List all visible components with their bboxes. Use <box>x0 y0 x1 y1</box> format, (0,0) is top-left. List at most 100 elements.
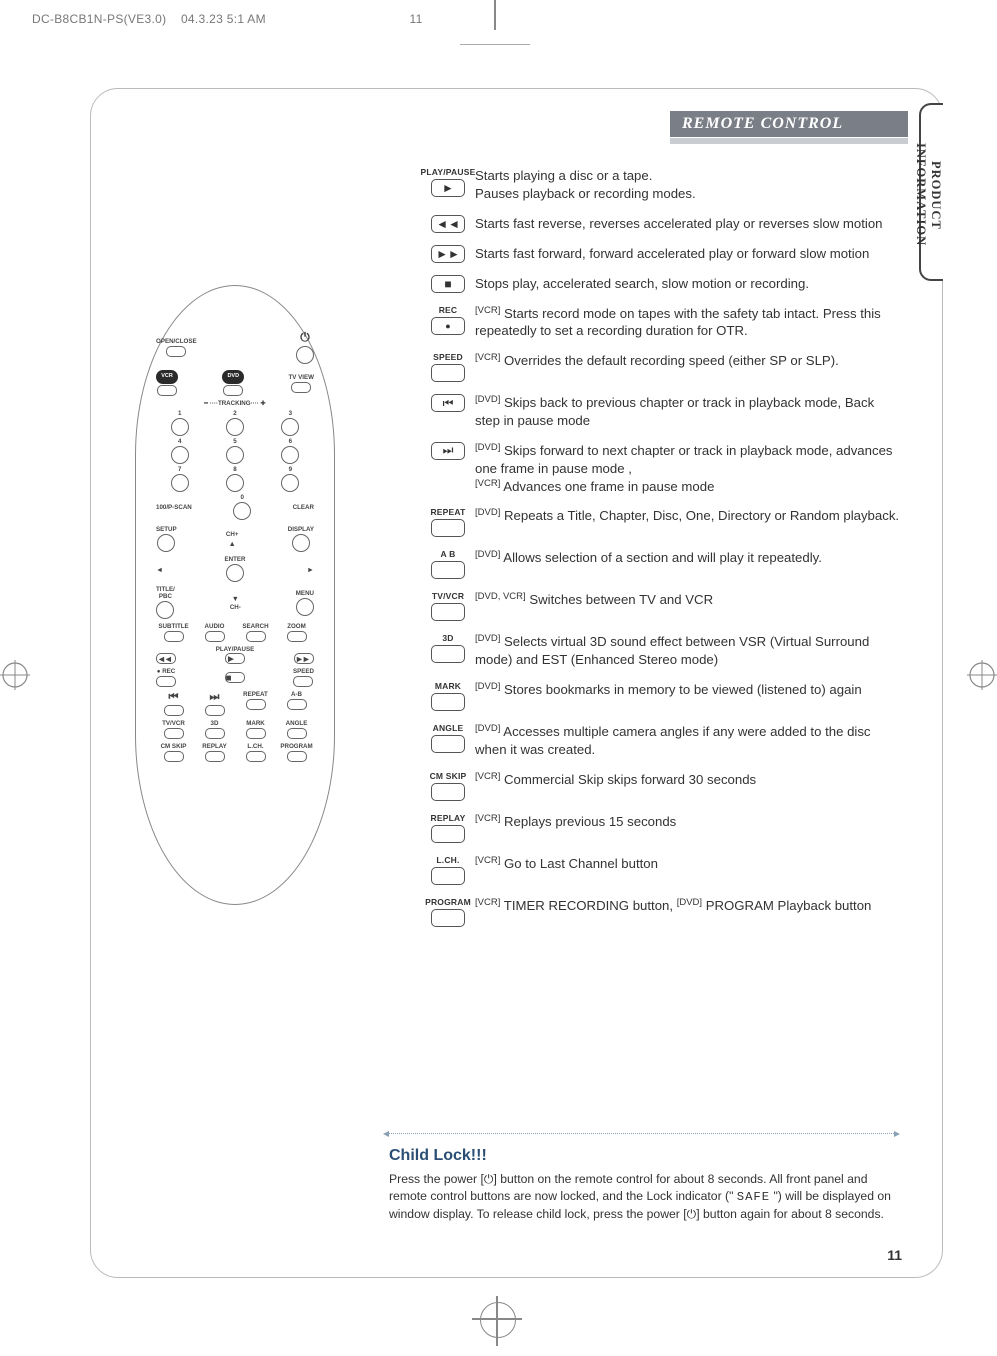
doc-timestamp: 04.3.23 5:1 AM <box>181 12 266 26</box>
function-description: [VCR] Commercial Skip skips forward 30 s… <box>475 771 902 789</box>
function-description: [DVD] Stores bookmarks in memory to be v… <box>475 681 902 699</box>
remote-label: ZOOM <box>287 623 306 630</box>
function-row: ⏮[DVD] Skips back to previous chapter or… <box>421 394 902 430</box>
function-key-label: A B <box>441 549 456 559</box>
function-row: 3D [DVD] Selects virtual 3D sound effect … <box>421 633 902 669</box>
function-list: PLAY/PAUSE►Starts playing a disc or a ta… <box>421 167 902 939</box>
function-row: A B [DVD] Allows selection of a section a… <box>421 549 902 579</box>
function-row: REPEAT[DVD] Repeats a Title, Chapter, Di… <box>421 507 902 537</box>
function-description: [DVD] Accesses multiple camera angles if… <box>475 723 902 759</box>
function-key-icon: ◄◄ <box>421 215 475 233</box>
remote-label: SUBTITLE <box>158 623 188 630</box>
function-key-icon: ⏭ <box>421 442 475 460</box>
function-key-shape <box>431 645 465 663</box>
remote-label: SEARCH <box>242 623 268 630</box>
function-key-label: MARK <box>435 681 461 691</box>
function-key-shape: ◄◄ <box>431 215 465 233</box>
function-description: [VCR] Starts record mode on tapes with t… <box>475 305 902 341</box>
function-key-icon: 3D <box>421 633 475 663</box>
print-header: DC-B8CB1N-PS(VE3.0) 04.3.23 5:1 AM 11 <box>32 12 423 26</box>
remote-label: PROGRAM <box>280 743 312 750</box>
remote-label: REPEAT <box>243 691 268 698</box>
function-description: [VCR] Overrides the default recording sp… <box>475 352 902 370</box>
remote-num: 5 <box>233 438 236 445</box>
function-key-icon: PROGRAM <box>421 897 475 927</box>
function-key-icon: ■ <box>421 275 475 293</box>
register-mark-right <box>967 660 997 690</box>
function-key-icon: CM SKIP <box>421 771 475 801</box>
function-key-label: ANGLE <box>433 723 464 733</box>
remote-label-vcr: VCR <box>156 370 178 384</box>
function-row: SPEED [VCR] Overrides the default recordi… <box>421 352 902 382</box>
remote-label-menu: MENU <box>296 590 314 597</box>
function-key-label: REC <box>439 305 458 315</box>
remote-num: 6 <box>289 438 292 445</box>
remote-label-tracking: TRACKING <box>218 400 251 407</box>
function-description: Starts fast reverse, reverses accelerate… <box>475 215 902 233</box>
function-key-icon: ⏮ <box>421 394 475 412</box>
function-row: MARK [DVD] Stores bookmarks in memory to … <box>421 681 902 711</box>
function-key-shape <box>431 693 465 711</box>
remote-diagram: OPEN/CLOSE VCR DVD TV VIEW ━ ····TRACKIN… <box>125 285 345 935</box>
function-key-icon: REC● <box>421 305 475 335</box>
remote-label: REC <box>162 668 175 675</box>
remote-label: L.CH. <box>247 743 263 750</box>
function-key-label: CM SKIP <box>430 771 467 781</box>
remote-num: 3 <box>289 410 292 417</box>
function-key-label: L.CH. <box>436 855 459 865</box>
page-number: 11 <box>887 1247 902 1263</box>
remote-label: SPEED <box>293 668 314 675</box>
remote-label-enter: ENTER <box>225 556 246 563</box>
function-key-shape <box>431 603 465 621</box>
function-key-icon: ANGLE <box>421 723 475 753</box>
header-page-num: 11 <box>410 12 423 26</box>
remote-num: 8 <box>233 466 236 473</box>
function-row: L.CH. [VCR] Go to Last Channel button <box>421 855 902 885</box>
function-key-label: PLAY/PAUSE <box>421 167 476 177</box>
remote-label-chp: CH+ <box>226 531 239 538</box>
function-key-shape <box>431 735 465 753</box>
function-key-label: PROGRAM <box>425 897 471 907</box>
remote-label: A-B <box>291 691 302 698</box>
function-description: [DVD] Allows selection of a section and … <box>475 549 902 567</box>
function-key-icon: MARK <box>421 681 475 711</box>
function-key-icon: REPLAY <box>421 813 475 843</box>
function-key-label: SPEED <box>433 352 463 362</box>
function-key-icon: L.CH. <box>421 855 475 885</box>
function-key-icon: A B <box>421 549 475 579</box>
function-row: ANGLE [DVD] Accesses multiple camera angl… <box>421 723 902 759</box>
function-description: [DVD] Selects virtual 3D sound effect be… <box>475 633 902 669</box>
function-description: [DVD, VCR] Switches between TV and VCR <box>475 591 902 609</box>
remote-num: 2 <box>233 410 236 417</box>
function-key-shape <box>431 867 465 885</box>
power-icon <box>300 330 310 345</box>
doc-id: DC-B8CB1N-PS(VE3.0) <box>32 12 166 26</box>
remote-label: ANGLE <box>286 720 308 727</box>
remote-label-openclose: OPEN/CLOSE <box>156 338 197 345</box>
function-key-shape <box>431 909 465 927</box>
function-key-label: TV/VCR <box>432 591 464 601</box>
function-row: ■Stops play, accelerated search, slow mo… <box>421 275 902 293</box>
function-description: [DVD] Skips forward to next chapter or t… <box>475 442 902 495</box>
function-key-shape <box>431 364 465 382</box>
remote-label-setup: SETUP <box>156 526 177 533</box>
function-description: [DVD] Skips back to previous chapter or … <box>475 394 902 430</box>
function-row: REC●[VCR] Starts record mode on tapes wi… <box>421 305 902 341</box>
remote-label: 3D <box>211 720 219 727</box>
remote-label-display: DISPLAY <box>288 526 314 533</box>
register-mark-left <box>0 660 30 690</box>
function-key-icon: REPEAT <box>421 507 475 537</box>
function-row: ⏭[DVD] Skips forward to next chapter or … <box>421 442 902 495</box>
child-lock-heading: Child Lock!!! <box>389 1147 894 1165</box>
chapter-title: REMOTE CONTROL <box>682 115 843 132</box>
function-key-label: REPLAY <box>431 813 466 823</box>
function-key-label: 3D <box>442 633 453 643</box>
chapter-banner: REMOTE CONTROL <box>670 111 908 144</box>
remote-label: MARK <box>246 720 265 727</box>
crop-mark-bottom <box>478 1296 518 1346</box>
section-tab: PRODUCT INFORMATION <box>919 103 943 281</box>
function-description: [VCR] Go to Last Channel button <box>475 855 902 873</box>
remote-num: 7 <box>178 466 181 473</box>
function-key-icon: TV/VCR <box>421 591 475 621</box>
function-description: Starts fast forward, forward accelerated… <box>475 245 902 263</box>
